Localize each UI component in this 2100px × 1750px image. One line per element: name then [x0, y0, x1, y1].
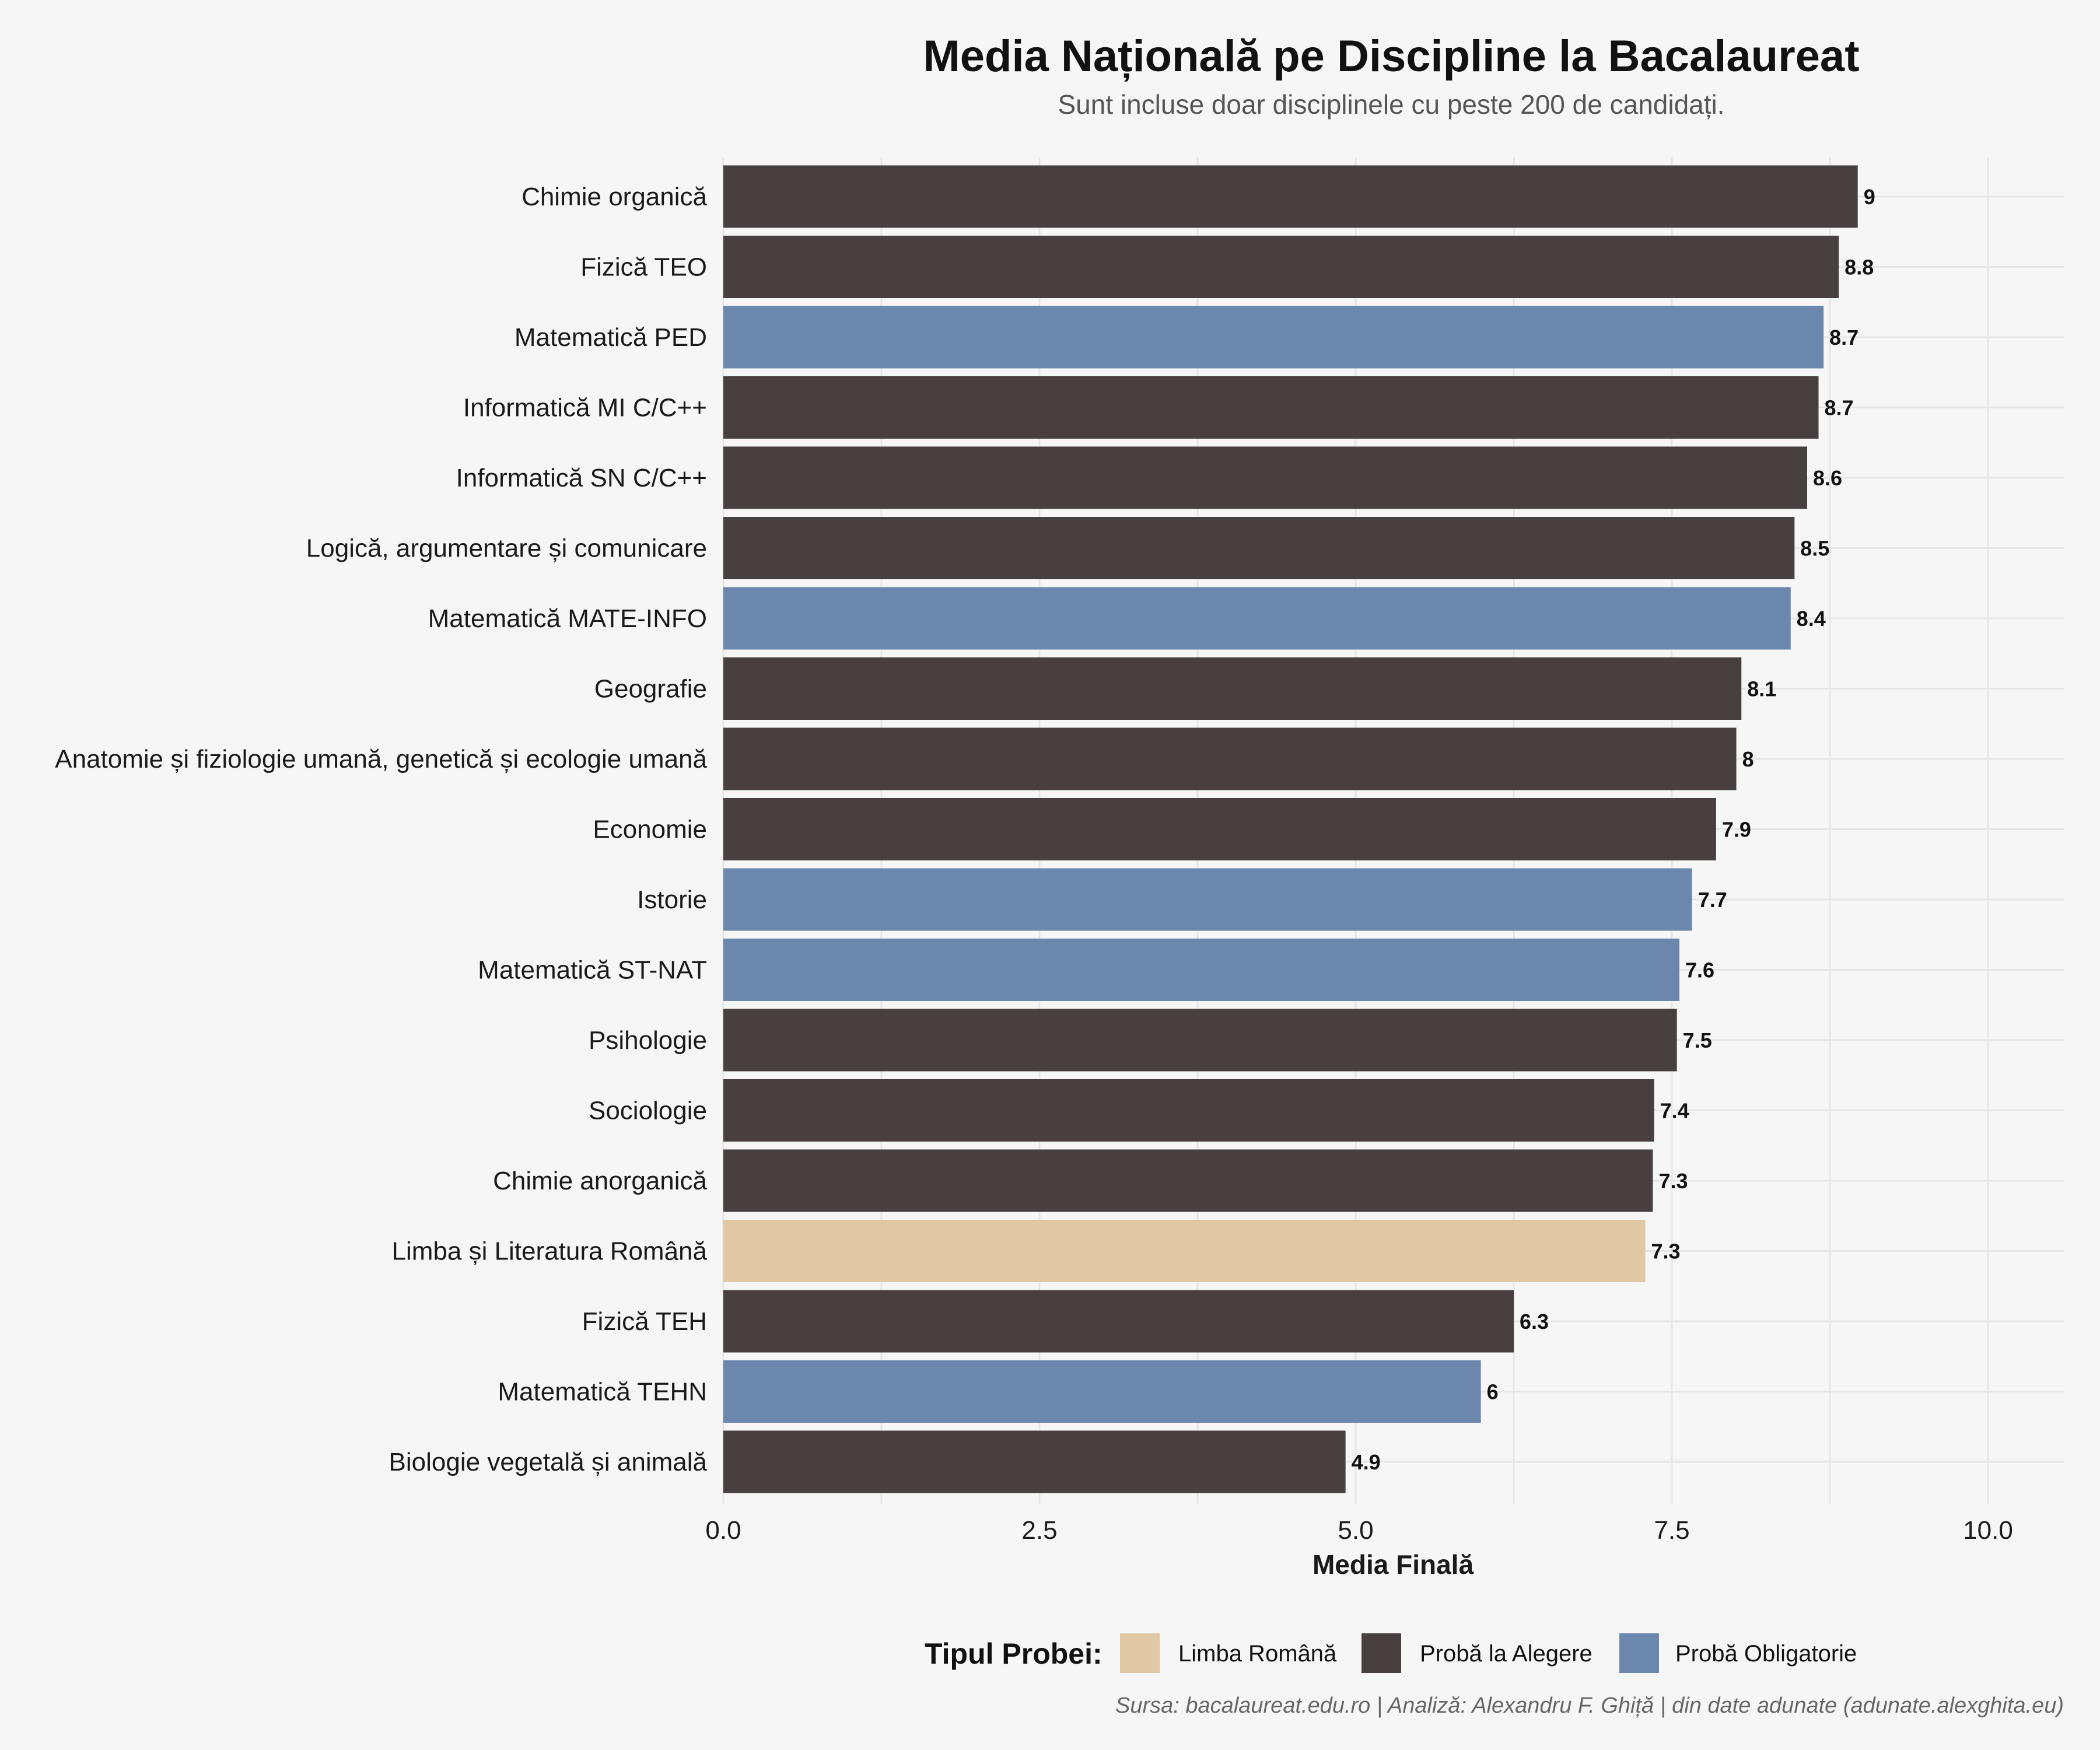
category-label: Matematică PED: [514, 323, 707, 352]
bar-psihologie: [723, 1009, 1677, 1072]
category-label: Biologie vegetală și animală: [389, 1448, 708, 1476]
bar-fizica-teo: [723, 236, 1839, 298]
x-axis-title: Media Finală: [1312, 1549, 1474, 1580]
category-label: Matematică ST-NAT: [478, 956, 707, 985]
bar-matematica-ped: [723, 306, 1824, 369]
category-label: Logică, argumentare și comunicare: [306, 534, 707, 563]
category-label: Matematică TEHN: [498, 1378, 707, 1406]
category-label: Psihologie: [589, 1026, 707, 1055]
source-caption: Sursa: bacalaureat.edu.ro | Analiză: Ale…: [1115, 1693, 2064, 1718]
bar-biologie-vegetala-si-animala: [723, 1430, 1346, 1493]
value-label: 8.7: [1829, 326, 1859, 349]
category-label: Fizică TEH: [582, 1307, 707, 1336]
legend: Tipul Probei: Limba Română Probă la Alege…: [925, 1633, 1857, 1673]
bar-logica-argumentare-si-comunicare: [723, 517, 1795, 579]
legend-label: Probă Obligatorie: [1675, 1641, 1857, 1667]
category-label: Fizică TEO: [580, 253, 707, 282]
value-label: 7.7: [1698, 888, 1727, 912]
bar-geografie: [723, 657, 1742, 720]
value-label: 7.4: [1660, 1099, 1689, 1123]
value-label: 7.3: [1651, 1240, 1680, 1264]
bar-chimie-anorganica: [723, 1149, 1653, 1212]
bar-matematica-mate-info: [723, 587, 1791, 650]
bar-sociologie: [723, 1079, 1654, 1142]
x-tick-label: 10.0: [1963, 1516, 2013, 1545]
chart-subtitle: Sunt incluse doar disciplinele cu peste …: [1058, 89, 1724, 120]
category-label: Istorie: [637, 886, 707, 914]
bar-istorie: [723, 868, 1692, 931]
category-label: Informatică MI C/C++: [463, 394, 707, 422]
legend-title: Tipul Probei:: [925, 1637, 1102, 1670]
bar-informatica-sn-c-c: [723, 446, 1807, 509]
category-label: Economie: [593, 816, 707, 844]
value-label: 7.5: [1683, 1028, 1712, 1052]
bar-matematica-tehn: [723, 1360, 1481, 1423]
value-label: 7.6: [1685, 958, 1714, 982]
bars-group: [723, 165, 1858, 1493]
bar-informatica-mi-c-c: [723, 376, 1819, 439]
category-label: Sociologie: [589, 1097, 707, 1125]
legend-label: Probă la Alegere: [1420, 1641, 1592, 1667]
category-label: Matematică MATE-INFO: [428, 604, 707, 633]
chart-title: Media Națională pe Discipline la Bacalau…: [923, 32, 1859, 82]
category-label: Anatomie și fiziologie umană, genetică ș…: [55, 745, 707, 774]
value-label: 9: [1864, 185, 1875, 209]
bar-fizica-teh: [723, 1290, 1514, 1353]
value-label: 8.7: [1824, 396, 1853, 420]
value-label: 6: [1487, 1380, 1499, 1404]
value-label: 8.1: [1747, 677, 1776, 701]
x-tick-label: 7.5: [1654, 1516, 1689, 1545]
bar-chimie-organica: [723, 165, 1858, 228]
category-label: Chimie organică: [522, 183, 707, 211]
x-tick-label: 2.5: [1021, 1516, 1057, 1545]
category-label: Chimie anorganică: [493, 1167, 707, 1195]
x-tick-label: 5.0: [1338, 1516, 1373, 1545]
value-label: 7.9: [1722, 818, 1751, 842]
legend-swatch-proba-la-alegere: [1362, 1633, 1401, 1673]
value-label: 8: [1742, 747, 1754, 771]
legend-swatch-proba-obligatorie: [1619, 1633, 1659, 1673]
category-labels-group: Chimie organică Fizică TEO Matematică PED I…: [55, 183, 707, 1476]
category-label: Geografie: [594, 675, 707, 704]
value-label: 4.9: [1352, 1450, 1381, 1474]
value-label: 8.4: [1797, 607, 1826, 631]
x-tick-label: 0.0: [705, 1516, 741, 1545]
bar-matematica-st-nat: [723, 939, 1680, 1001]
bar-anatomie-si-fiziologie-umana-genetica-si-ecologie-umana: [723, 727, 1737, 790]
legend-swatch-limba-romana: [1120, 1633, 1160, 1673]
value-labels-group: 9 8.8 8.7 8.7 8.6 8.5 8.4 8.1 8 7.9 7.7 7.6 7.5 7.4 7.…: [1352, 185, 1875, 1474]
bar-limba-si-literatura-romana: [723, 1220, 1646, 1282]
value-label: 7.3: [1658, 1169, 1688, 1193]
legend-label: Limba Română: [1178, 1641, 1337, 1667]
bar-economie: [723, 798, 1716, 860]
x-axis-ticks-group: 0.0 2.5 5.0 7.5 10.0: [705, 1516, 2013, 1545]
value-label: 8.5: [1800, 537, 1829, 561]
value-label: 8.6: [1813, 466, 1842, 490]
value-label: 6.3: [1520, 1310, 1549, 1334]
value-label: 8.8: [1845, 256, 1874, 279]
category-label: Limba și Literatura Română: [392, 1237, 708, 1266]
category-label: Informatică SN C/C++: [456, 464, 707, 492]
